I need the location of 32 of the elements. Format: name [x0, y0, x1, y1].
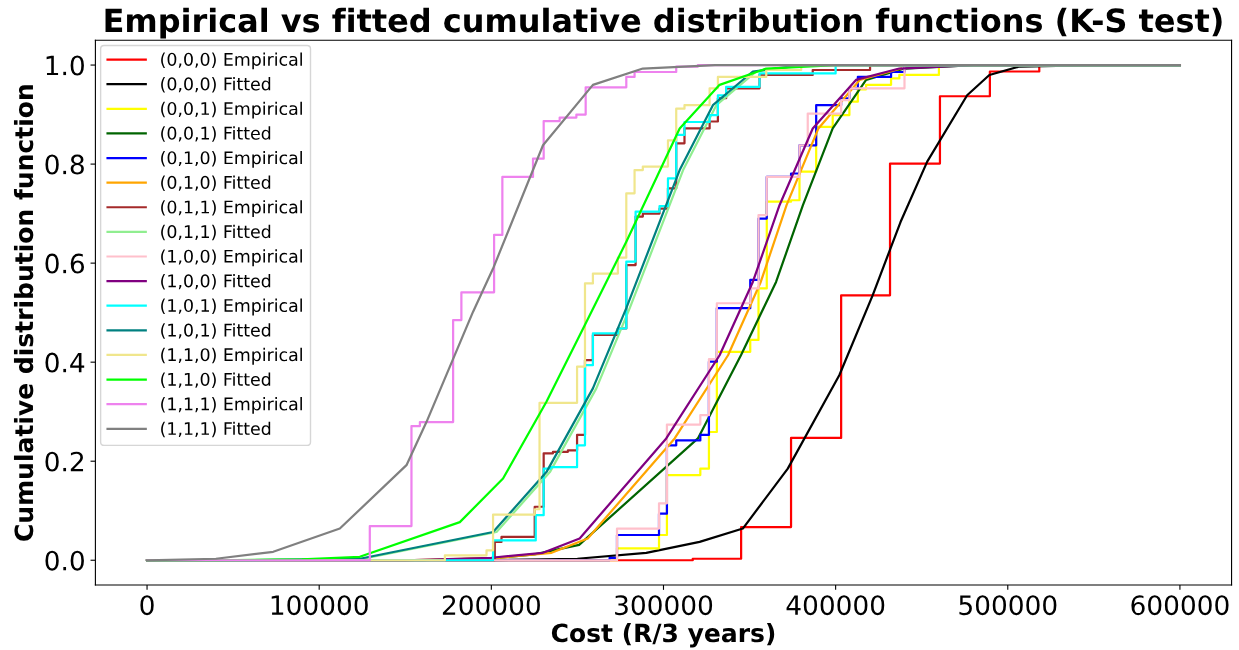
x-tick-label: 600000 — [1131, 595, 1229, 616]
x-tick-label: 0 — [140, 595, 154, 616]
y-tick-label: 0.8 — [45, 154, 84, 175]
legend-label: (1,1,0) Fitted — [161, 372, 271, 388]
y-tick-label: 0.6 — [45, 253, 85, 274]
y-tick-label: 1.0 — [46, 55, 84, 76]
legend-label: (0,0,0) Fitted — [161, 77, 271, 93]
x-tick-label: 500000 — [959, 595, 1057, 616]
x-tick-label: 100000 — [271, 595, 368, 616]
chart-title: Empirical vs fitted cumulative distribution functions (K-S test) — [105, 7, 1222, 39]
legend-label: (0,0,0) Empirical — [161, 52, 302, 70]
y-tick-label: 0.4 — [45, 352, 85, 373]
legend-label: (1,1,1) Empirical — [161, 397, 302, 414]
legend-label: (1,0,0) Fitted — [161, 273, 271, 290]
x-tick-label: 200000 — [442, 595, 540, 616]
y-tick-label: 0.0 — [45, 550, 84, 571]
legend-label: (1,1,1) Fitted — [161, 421, 271, 438]
legend-label: (0,1,1) Empirical — [161, 200, 302, 217]
x-tick-label: 300000 — [615, 595, 713, 616]
legend-label: (1,0,0) Empirical — [161, 249, 302, 267]
legend-label: (1,0,1) Fitted — [161, 323, 271, 339]
x-tick-label: 400000 — [786, 595, 885, 616]
legend-label: (1,0,1) Empirical — [161, 298, 302, 316]
legend-label: (0,1,0) Fitted — [161, 175, 271, 192]
x-axis-title: Cost (R/3 years) — [551, 623, 775, 648]
legend-label: (0,0,1) Fitted — [161, 126, 271, 142]
legend-label: (0,1,0) Empirical — [161, 150, 302, 168]
legend-label: (1,1,0) Empirical — [161, 347, 302, 365]
y-tick-label: 0.2 — [45, 451, 84, 472]
legend-label: (0,0,1) Empirical — [161, 101, 302, 119]
legend-label: (0,1,1) Fitted — [161, 224, 271, 241]
y-axis-title: Cumulative distribution function — [13, 85, 34, 541]
